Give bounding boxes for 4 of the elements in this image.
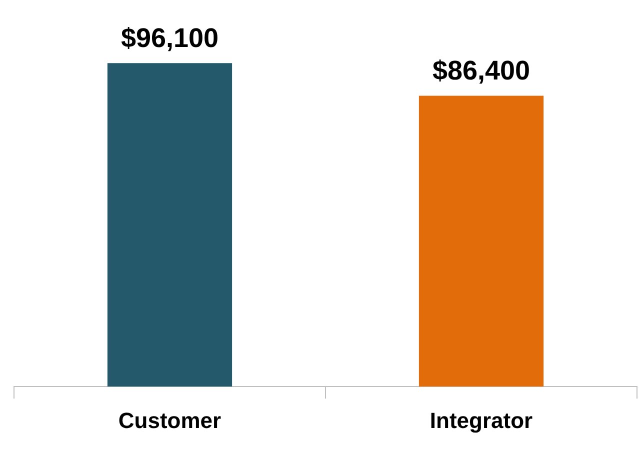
x-tick-label: Integrator [430,408,534,433]
x-tick-label: Customer [118,408,222,433]
data-label: $86,400 [432,56,530,86]
data-label: $96,100 [120,23,219,54]
